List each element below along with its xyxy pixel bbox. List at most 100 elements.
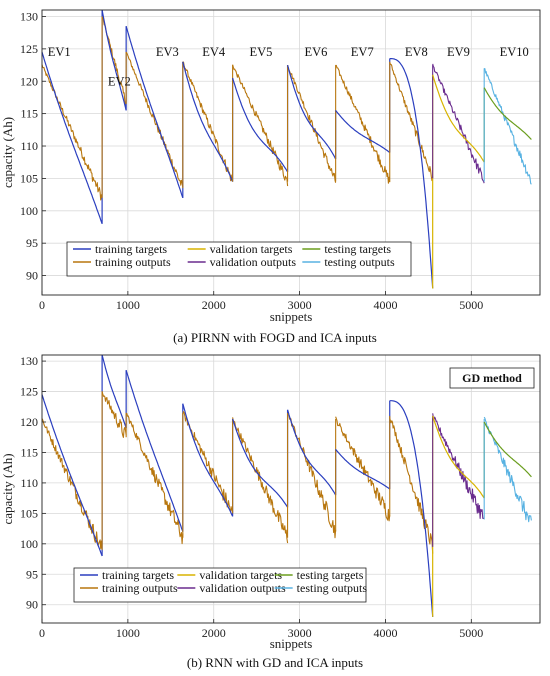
y-tick-label: 100 <box>20 537 38 551</box>
legend-entry: training targets <box>102 568 174 582</box>
legend-entry: testing outputs <box>297 581 368 595</box>
series-training-outputs-seg-8 <box>389 417 434 554</box>
y-axis-label: capacity (Ah) <box>0 453 15 524</box>
x-tick-label: 2000 <box>202 298 226 312</box>
series-validation-targets-seg-9 <box>432 74 485 163</box>
y-tick-label: 120 <box>20 74 38 88</box>
y-tick-label: 110 <box>20 139 38 153</box>
series-training-targets-seg-2 <box>101 354 127 429</box>
series-testing-targets-seg-10 <box>483 421 532 478</box>
legend-entry: testing targets <box>297 568 364 582</box>
method-label-box <box>449 367 535 389</box>
x-tick-label: 4000 <box>373 298 397 312</box>
series-training-outputs-seg-7 <box>335 64 391 184</box>
series-training-targets-seg-8 <box>389 58 434 289</box>
y-tick-label: 130 <box>20 354 38 368</box>
ev-label-1: EV1 <box>48 45 71 59</box>
series-training-outputs-seg-7 <box>335 416 391 522</box>
series-validation-outputs-seg-9 <box>432 63 485 184</box>
y-tick-label: 105 <box>20 171 38 185</box>
legend-entry: validation targets <box>210 242 293 256</box>
y-tick-label: 105 <box>20 506 38 520</box>
x-tick-label: 4000 <box>373 626 397 640</box>
series-training-targets-seg-1 <box>41 51 103 224</box>
series-group <box>41 9 532 289</box>
x-tick-label: 1000 <box>116 298 140 312</box>
series-validation-outputs-seg-9 <box>432 413 485 519</box>
series-training-targets-seg-4 <box>182 61 234 182</box>
series-training-outputs-seg-3 <box>125 412 184 545</box>
x-axis-label: snippets <box>270 636 313 651</box>
legend-entry: validation targets <box>199 568 282 582</box>
ev-label-7: EV7 <box>351 45 374 59</box>
legend-entry: training outputs <box>95 255 171 269</box>
series-training-targets-seg-2 <box>101 9 127 111</box>
axes-box <box>41 9 541 296</box>
ev-label-3: EV3 <box>156 45 179 59</box>
y-axis-label: capacity (Ah) <box>0 117 15 188</box>
y-tick-label: 110 <box>20 476 38 490</box>
series-training-targets-seg-5 <box>232 418 289 508</box>
x-axis-label: snippets <box>270 309 313 324</box>
series-training-outputs-seg-6 <box>287 65 337 183</box>
legend-entry: testing outputs <box>324 255 395 269</box>
legend-entry: validation outputs <box>210 255 297 269</box>
x-tick-label: 5000 <box>459 298 483 312</box>
y-tick-label: 130 <box>20 9 38 23</box>
series-training-outputs-seg-8 <box>389 61 434 182</box>
figure-caption-b: (b) RNN with GD and ICA inputs <box>187 655 363 670</box>
legend-entry: testing targets <box>324 242 391 256</box>
ev-label-5: EV5 <box>249 45 272 59</box>
series-training-targets-seg-6 <box>287 409 337 496</box>
x-tick-label: 3000 <box>288 626 312 640</box>
series-training-targets-seg-3 <box>125 26 184 198</box>
legend-entry: training targets <box>95 242 167 256</box>
y-tick-label: 115 <box>20 107 38 121</box>
series-group <box>41 354 532 617</box>
y-tick-label: 125 <box>20 385 38 399</box>
series-training-outputs-seg-4 <box>182 61 233 182</box>
legend-entry: validation outputs <box>199 581 286 595</box>
x-tick-label: 5000 <box>459 626 483 640</box>
series-testing-targets-seg-10 <box>483 87 532 140</box>
series-testing-outputs-seg-10 <box>484 68 532 185</box>
ev-label-9: EV9 <box>447 45 470 59</box>
series-training-outputs-seg-5 <box>232 64 289 187</box>
legend-entry: training outputs <box>102 581 178 595</box>
series-training-targets-seg-6 <box>287 64 337 160</box>
x-tick-label: 3000 <box>288 298 312 312</box>
y-tick-label: 95 <box>26 567 38 581</box>
x-tick-label: 0 <box>39 626 45 640</box>
chart-panel-b: 0 1000 2000 3000 4000 5000 90 95 100 105 110 115 120… <box>0 354 541 670</box>
series-training-outputs-seg-1 <box>41 64 103 201</box>
series-training-outputs-seg-5 <box>232 417 289 544</box>
y-tick-label: 115 <box>20 445 38 459</box>
y-tick-label: 120 <box>20 415 38 429</box>
y-tick-label: 100 <box>20 204 38 218</box>
ev-label-6: EV6 <box>304 45 327 59</box>
x-tick-label: 0 <box>39 298 45 312</box>
series-training-outputs-seg-2 <box>101 391 127 438</box>
x-tick-label: 2000 <box>202 626 226 640</box>
series-validation-targets-seg-9 <box>432 415 485 499</box>
method-label: GD method <box>462 371 522 385</box>
y-tick-label: 90 <box>26 269 38 283</box>
figure-caption-a: (a) PIRNN with FOGD and ICA inputs <box>173 330 377 345</box>
series-training-targets-seg-5 <box>232 77 289 173</box>
series-training-targets-seg-4 <box>182 403 234 517</box>
legend-box <box>73 567 367 603</box>
ev-label-10: EV10 <box>500 45 529 59</box>
legend-box <box>66 241 412 277</box>
y-tick-label: 90 <box>26 598 38 612</box>
series-training-outputs-seg-4 <box>182 411 234 513</box>
y-tick-label: 95 <box>26 236 38 250</box>
ev-label-4: EV4 <box>202 45 226 59</box>
axes-box <box>41 354 541 624</box>
series-training-targets-seg-7 <box>335 449 391 490</box>
y-tick-label: 125 <box>20 42 38 56</box>
ev-label-2: EV2 <box>108 74 131 88</box>
